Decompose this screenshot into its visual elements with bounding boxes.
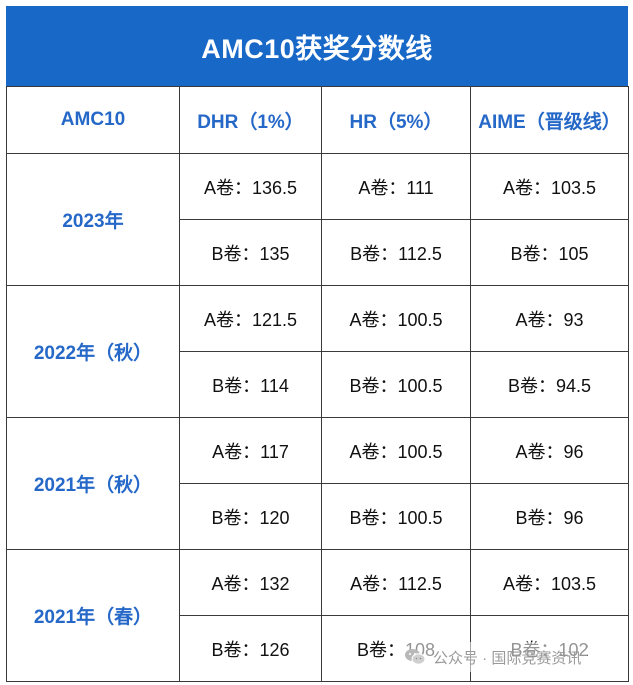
table-row: 2023年 A卷：136.5 A卷：111 A卷：103.5 (6, 153, 629, 286)
dhr-cell: B卷：126 (179, 615, 322, 682)
year-cell: 2021年（秋） (6, 417, 180, 550)
dhr-cell: A卷：136.5 (179, 153, 322, 220)
hr-cell: B卷：112.5 (321, 219, 471, 286)
table-row: 2022年（秋） A卷：121.5 A卷：100.5 A卷：93 (6, 285, 629, 418)
aime-cell: A卷：103.5 (470, 549, 629, 616)
score-table: AMC10 DHR（1%） HR（5%） AIME（晋级线） 2023年 A卷：… (6, 86, 629, 682)
dhr-cell: A卷：117 (179, 417, 322, 484)
column-header-contest: AMC10 (6, 86, 180, 154)
score-sheet: AMC10获奖分数线 AMC10 DHR（1%） HR（5%） AIME（晋级线… (6, 6, 629, 682)
aime-cell: B卷：96 (470, 483, 629, 550)
hr-cell: A卷：100.5 (321, 285, 471, 352)
table-row: B卷：135 B卷：112.5 B卷：105 (7, 219, 629, 286)
aime-cell: A卷：93 (470, 285, 629, 352)
column-header-aime: AIME（晋级线） (470, 86, 629, 154)
aime-cell: A卷：96 (470, 417, 629, 484)
wechat-icon (405, 649, 426, 665)
table-row: 2021年（春） A卷：132 A卷：112.5 A卷：103.5 (6, 549, 629, 682)
table-row: 2021年（秋） A卷：117 A卷：100.5 A卷：96 (6, 417, 629, 550)
column-header-dhr: DHR（1%） (179, 86, 322, 154)
year-cell: 2022年（秋） (6, 285, 180, 418)
table-row: B卷：114 B卷：100.5 B卷：94.5 (7, 351, 629, 418)
dhr-cell: B卷：135 (179, 219, 322, 286)
table-row: B卷：120 B卷：100.5 B卷：96 (7, 483, 629, 550)
hr-cell: A卷：100.5 (321, 417, 471, 484)
dhr-cell: B卷：120 (179, 483, 322, 550)
column-header-hr: HR（5%） (321, 86, 471, 154)
year-cell: 2021年（春） (6, 549, 180, 682)
aime-cell: B卷：94.5 (470, 351, 629, 418)
dhr-cell: B卷：114 (179, 351, 322, 418)
aime-cell: B卷：105 (470, 219, 629, 286)
dhr-cell: A卷：121.5 (179, 285, 322, 352)
watermark-text: 公众号 · 国际竞赛资讯 (433, 649, 582, 667)
table-header-row: AMC10 DHR（1%） HR（5%） AIME（晋级线） (6, 86, 629, 154)
title-bar: AMC10获奖分数线 (6, 6, 628, 86)
dhr-cell: A卷：132 (179, 549, 322, 616)
year-cell: 2023年 (6, 153, 180, 286)
watermark: 公众号 · 国际竞赛资讯 (401, 642, 588, 672)
page-title: AMC10获奖分数线 (201, 33, 433, 64)
hr-cell: B卷：100.5 (321, 483, 471, 550)
hr-cell: B卷：100.5 (321, 351, 471, 418)
aime-cell: A卷：103.5 (470, 153, 629, 220)
hr-cell: A卷：112.5 (321, 549, 471, 616)
hr-cell: A卷：111 (321, 153, 471, 220)
